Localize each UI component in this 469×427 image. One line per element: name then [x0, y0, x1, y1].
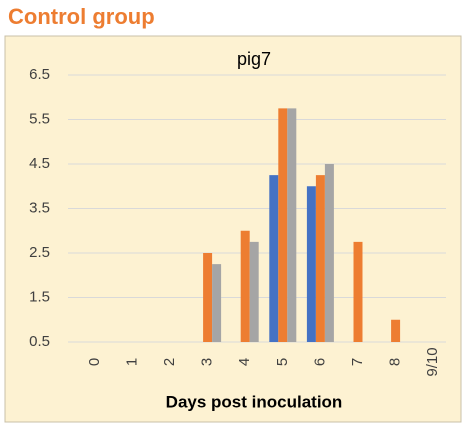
y-tick-label: 5.5 [29, 110, 50, 127]
bar [249, 241, 259, 342]
bar [287, 108, 297, 342]
x-tick-label: 3 [199, 358, 216, 366]
y-tick-label: 2.5 [29, 244, 50, 261]
bar [269, 175, 279, 342]
y-tick-label: 3.5 [29, 199, 50, 216]
chart-title: pig7 [237, 49, 271, 69]
chart-panel [4, 35, 462, 423]
y-tick-label: 6.5 [29, 66, 50, 83]
y-tick-label: 4.5 [29, 155, 50, 172]
bar [278, 108, 288, 342]
bar [324, 164, 334, 342]
bar [315, 175, 325, 342]
x-tick-label: 2 [161, 358, 178, 366]
chart-header: Control group [8, 4, 155, 29]
x-tick-label: 7 [349, 358, 366, 366]
bar [240, 230, 250, 342]
bar [391, 319, 401, 342]
x-tick-label: 1 [123, 358, 140, 366]
x-tick-label: 5 [274, 358, 291, 366]
y-tick-label: 0.5 [29, 333, 50, 350]
bar [306, 186, 316, 342]
x-tick-label: 6 [311, 358, 328, 366]
x-tick-label: 9/10 [424, 347, 441, 376]
x-tick-label: 8 [387, 358, 404, 366]
x-tick-label: 4 [236, 358, 253, 366]
bar [353, 241, 363, 342]
y-tick-label: 1.5 [29, 288, 50, 305]
x-axis-label: Days post inoculation [166, 392, 343, 411]
bar [212, 264, 222, 342]
x-tick-label: 0 [86, 358, 103, 366]
bar [203, 253, 213, 342]
